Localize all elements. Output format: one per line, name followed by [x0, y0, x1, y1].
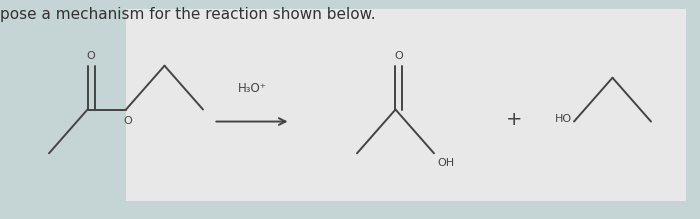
Text: O: O: [395, 51, 403, 61]
Text: pose a mechanism for the reaction shown below.: pose a mechanism for the reaction shown …: [0, 7, 376, 21]
Text: O: O: [87, 51, 95, 61]
Text: OH: OH: [438, 158, 454, 168]
Text: O: O: [123, 116, 132, 126]
FancyBboxPatch shape: [126, 9, 686, 201]
Text: H₃O⁺: H₃O⁺: [237, 82, 267, 95]
Text: HO: HO: [555, 114, 572, 124]
Text: +: +: [506, 110, 523, 129]
